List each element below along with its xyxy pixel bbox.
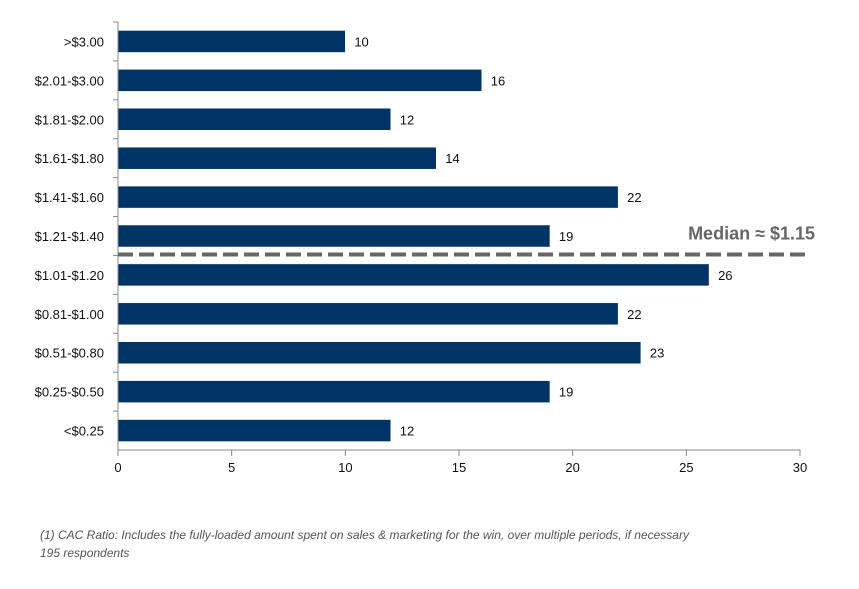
bar-2	[117, 341, 642, 364]
category-label-10: >$3.00	[64, 34, 104, 49]
bar-8	[117, 108, 392, 131]
value-label-5: 19	[559, 229, 573, 244]
x-tick-label-5: 25	[679, 460, 693, 475]
value-label-6: 22	[627, 190, 641, 205]
bar-9	[117, 69, 482, 92]
bar-1	[117, 380, 551, 403]
category-label-2: $0.51-$0.80	[35, 346, 104, 361]
category-label-4: $1.01-$1.20	[35, 268, 104, 283]
x-tick-label-6: 30	[793, 460, 807, 475]
footnote-respondents: 195 respondents	[40, 546, 130, 560]
x-tick-label-3: 15	[452, 460, 466, 475]
category-label-7: $1.61-$1.80	[35, 151, 104, 166]
category-label-8: $1.81-$2.00	[35, 112, 104, 127]
value-label-0: 12	[400, 424, 414, 439]
x-tick-label-2: 10	[338, 460, 352, 475]
bar-3	[117, 302, 619, 326]
bar-10	[117, 30, 346, 53]
category-label-6: $1.41-$1.60	[35, 190, 104, 205]
value-label-3: 22	[627, 307, 641, 322]
x-tick-label-1: 5	[228, 460, 235, 475]
bars-group	[117, 30, 710, 442]
value-labels-group: 12 19 23 22 26 19 22 14 12 16 10	[354, 34, 732, 438]
bar-6	[117, 185, 619, 209]
category-label-1: $0.25-$0.50	[35, 385, 104, 400]
category-label-5: $1.21-$1.40	[35, 229, 104, 244]
category-label-3: $0.81-$1.00	[35, 307, 104, 322]
bar-0	[117, 419, 392, 442]
bar-4	[117, 263, 710, 287]
value-label-7: 14	[445, 151, 459, 166]
bar-7	[117, 146, 437, 170]
category-label-9: $2.01-$3.00	[35, 73, 104, 88]
category-label-0: <$0.25	[64, 424, 104, 439]
y-axis-categories: <$0.25 $0.25-$0.50 $0.51-$0.80 $0.81-$1.00 $…	[35, 34, 104, 438]
x-tick-label-4: 20	[565, 460, 579, 475]
bar-5	[117, 224, 551, 248]
value-label-2: 23	[650, 346, 664, 361]
median-annotation: Median ≈ $1.15	[688, 223, 815, 243]
value-label-10: 10	[354, 34, 368, 49]
value-label-8: 12	[400, 112, 414, 127]
value-label-9: 16	[491, 73, 505, 88]
x-axis-ticks: 0 5 10 15 20 25 30	[114, 450, 807, 475]
x-tick-label-0: 0	[114, 460, 121, 475]
value-label-4: 26	[718, 268, 732, 283]
footnote-definition: (1) CAC Ratio: Includes the fully-loaded…	[40, 528, 689, 542]
value-label-1: 19	[559, 385, 573, 400]
